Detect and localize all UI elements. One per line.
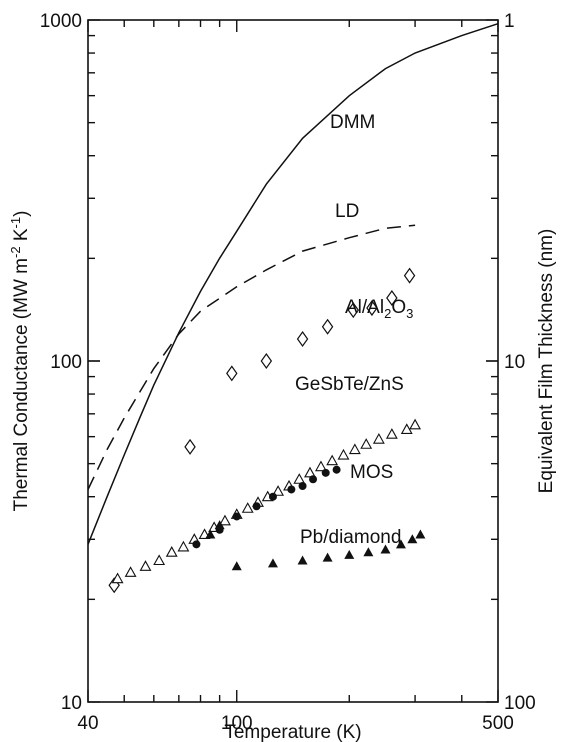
y2-tick-label: 1 <box>504 11 515 32</box>
y2-tick-label: 100 <box>504 693 536 714</box>
y-axis-title-main: Thermal Conductance (MW m <box>11 258 32 511</box>
y-axis-title-end: ) <box>11 211 32 217</box>
data-point-open-triangle <box>293 473 306 484</box>
axis-ticks <box>87 19 499 703</box>
data-point-diamond <box>321 318 334 335</box>
data-point-open-triangle <box>177 540 190 552</box>
data-point-circle <box>298 481 307 490</box>
data-point-open-triangle <box>124 566 137 577</box>
data-point-filled-triangle <box>407 534 418 544</box>
series-line-ld <box>87 224 416 490</box>
data-point-circle <box>287 485 296 494</box>
data-point-filled-triangle <box>322 552 333 562</box>
data-point-open-triangle <box>165 546 178 557</box>
data-point-diamond <box>260 352 273 370</box>
data-point-diamond <box>347 302 360 319</box>
y-axis-title-sup1: -2 <box>8 246 23 258</box>
data-point-open-triangle <box>360 438 373 449</box>
data-point-circle <box>321 468 330 477</box>
y2-tick-label: 10 <box>504 352 525 373</box>
data-point-filled-triangle <box>380 544 391 554</box>
x-tick-label: 100 <box>221 713 253 734</box>
data-marks <box>87 22 499 594</box>
data-point-open-triangle <box>111 572 124 584</box>
data-point-open-triangle <box>241 502 254 513</box>
data-point-diamond <box>184 438 196 455</box>
data-point-open-triangle <box>348 443 361 455</box>
series-label-gesbte-zns: GeSbTe/ZnS <box>295 374 404 395</box>
y-tick-label: 100 <box>50 352 82 373</box>
data-point-open-triangle <box>139 560 152 571</box>
data-point-circle <box>309 475 318 484</box>
plot-frame <box>87 19 499 703</box>
data-point-filled-triangle <box>267 558 278 568</box>
data-point-open-triangle <box>385 428 398 439</box>
series-label-pb-diamond: Pb/diamond <box>300 527 401 548</box>
y-tick-label: 10 <box>61 693 82 714</box>
x-axis-title: Temperature (K) <box>224 722 361 742</box>
data-point-filled-triangle <box>344 549 355 559</box>
data-point-diamond <box>403 267 416 284</box>
series-label-al-sub1: 2 <box>384 306 391 321</box>
y-axis-title: Thermal Conductance (MW m-2 K-1) <box>8 211 32 512</box>
data-point-filled-triangle <box>214 520 225 530</box>
data-point-diamond <box>366 299 378 317</box>
series-label-ld: LD <box>335 201 359 222</box>
data-point-filled-triangle <box>231 561 242 571</box>
series-line-dmm <box>87 22 499 545</box>
data-point-diamond <box>296 330 309 348</box>
y-axis-title-sup2: -1 <box>8 217 23 229</box>
data-point-circle <box>192 540 201 549</box>
series-label-al-sub2: 3 <box>406 306 413 321</box>
data-point-filled-triangle <box>297 555 308 565</box>
x-tick-label: 40 <box>77 713 98 734</box>
data-point-open-triangle <box>153 554 166 566</box>
data-point-open-triangle <box>272 485 285 496</box>
series-label-dmm: DMM <box>330 112 375 133</box>
data-point-open-triangle <box>400 423 413 434</box>
data-point-circle <box>252 502 261 511</box>
series-label-al-part2: O <box>391 297 406 318</box>
data-point-open-triangle <box>337 448 350 460</box>
x-tick-label: 500 <box>482 713 514 734</box>
data-point-circle <box>268 492 277 501</box>
y-axis-title-mid: K <box>11 228 32 246</box>
data-point-diamond <box>386 289 398 307</box>
data-point-diamond <box>226 365 238 382</box>
data-point-open-triangle <box>315 460 327 472</box>
data-point-open-triangle <box>219 514 231 526</box>
data-point-filled-triangle <box>205 529 216 539</box>
data-point-filled-triangle <box>415 529 426 539</box>
data-point-open-triangle <box>372 433 385 444</box>
data-point-circle <box>332 465 341 474</box>
data-point-filled-triangle <box>395 539 406 549</box>
y-tick-label: 1000 <box>40 11 82 32</box>
series-label-al-part1: Al/Al <box>345 297 384 318</box>
data-point-circle <box>232 512 241 521</box>
data-point-open-triangle <box>409 418 422 430</box>
y2-axis-title: Equivalent Film Thickness (nm) <box>536 229 557 494</box>
data-point-open-triangle <box>326 454 339 466</box>
data-point-filled-triangle <box>363 547 374 557</box>
series-label-mos: MOS <box>350 462 393 483</box>
series-label-al-al2o3: Al/Al2O3 <box>345 297 413 321</box>
